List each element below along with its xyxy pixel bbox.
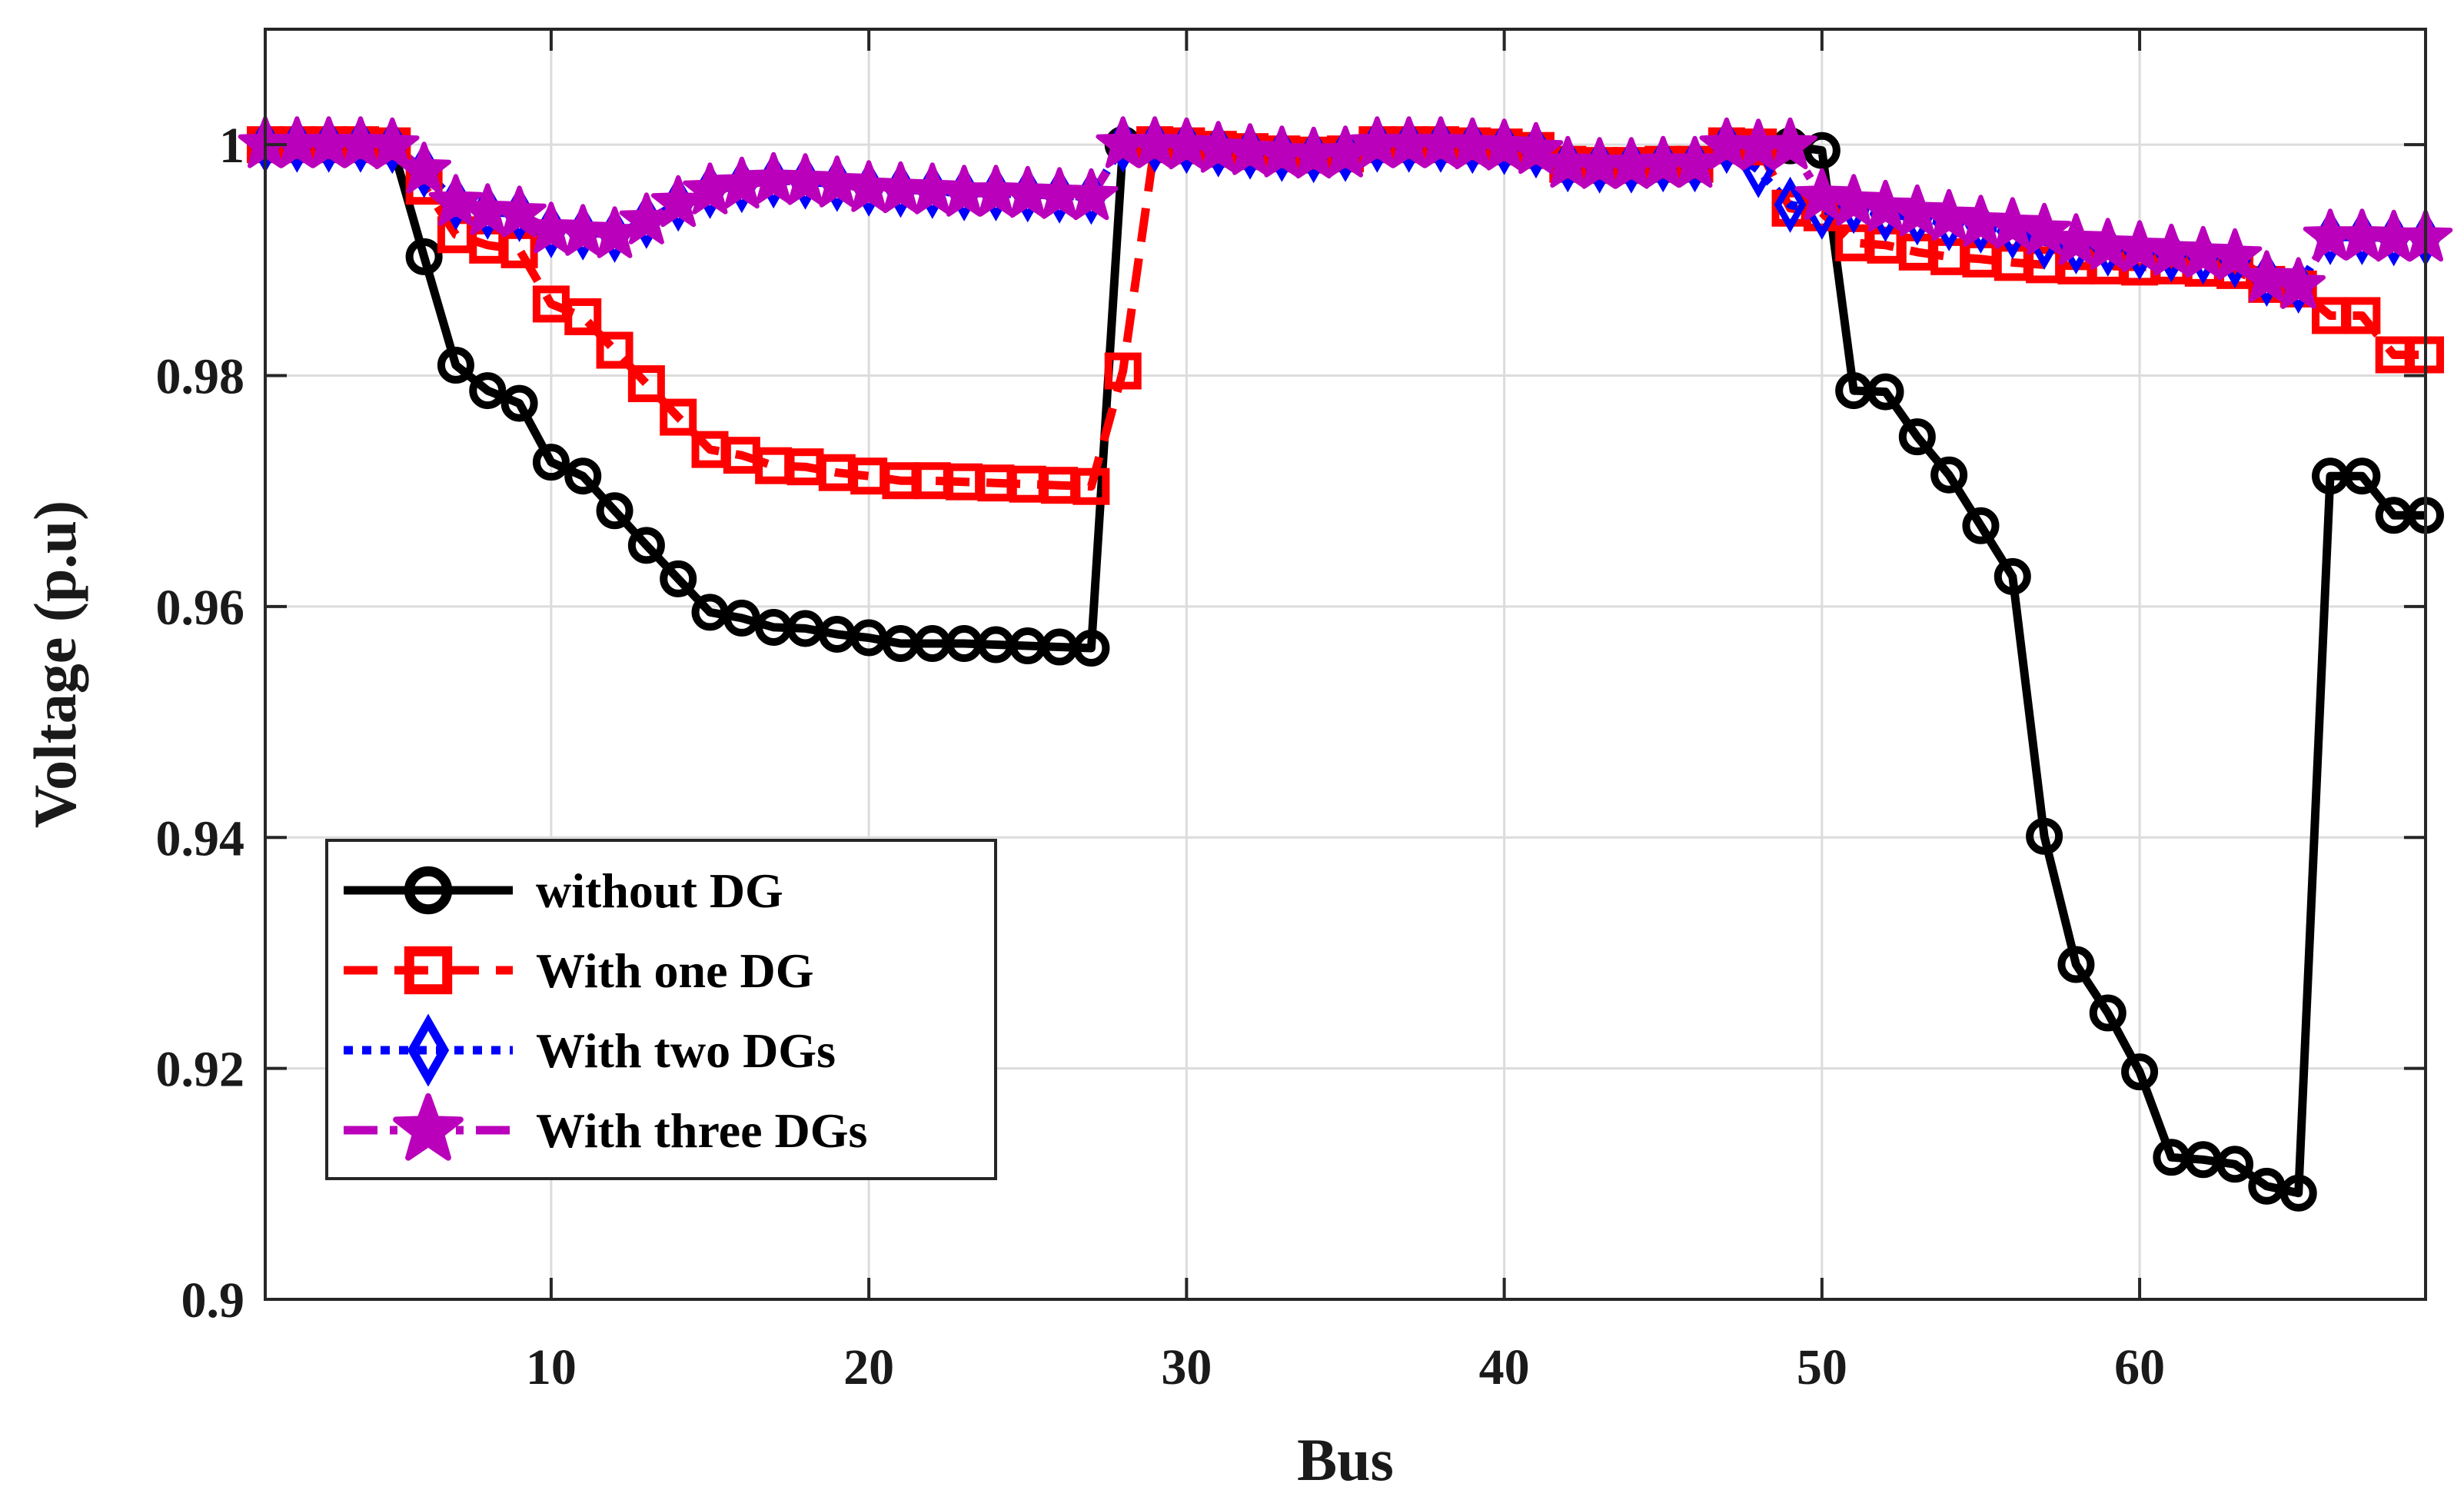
data-point: [397, 141, 451, 194]
data-point: [2343, 297, 2381, 334]
data-point: [1867, 373, 1904, 411]
y-tick-label: 0.96: [156, 580, 245, 636]
series-markers: [238, 116, 2453, 1212]
data-point: [564, 298, 602, 335]
data-point: [627, 527, 665, 564]
legend-marker: [404, 946, 453, 995]
data-point: [2279, 1174, 2317, 1212]
y-axis-title: Voltage (p.u): [22, 501, 88, 828]
data-point: [2121, 1053, 2159, 1091]
legend-item: without DG: [344, 863, 783, 918]
data-point: [437, 347, 474, 384]
legend-item: With two DGs: [344, 1013, 836, 1087]
data-point: [1962, 507, 2000, 544]
y-tick-label: 1: [219, 118, 244, 174]
data-point: [2248, 1167, 2286, 1205]
data-point: [500, 384, 538, 422]
legend-label: without DG: [536, 863, 783, 918]
data-point: [1803, 131, 1841, 169]
legend-item: With three DGs: [344, 1093, 867, 1161]
data-point: [810, 155, 865, 208]
legend-marker: [393, 1093, 464, 1161]
data-point: [1890, 184, 1945, 237]
data-point: [1072, 629, 1110, 667]
legend: without DG With one DG With two DGs With th…: [325, 839, 997, 1180]
data-point: [596, 331, 633, 369]
data-point: [1104, 352, 1142, 390]
data-point: [2049, 213, 2103, 265]
data-point: [1921, 188, 1977, 241]
data-point: [1993, 557, 2031, 595]
data-point: [405, 238, 443, 275]
y-tick-label: 0.9: [181, 1272, 245, 1329]
data-point: [2112, 220, 2167, 272]
x-tick-label: 20: [843, 1339, 894, 1395]
plot-frame: [264, 28, 2427, 1301]
data-point: [2057, 946, 2095, 983]
legend-label: With three DGs: [536, 1103, 867, 1158]
data-point: [2216, 1146, 2254, 1183]
x-tick-label: 60: [2114, 1339, 2165, 1395]
x-tick-label: 10: [526, 1339, 577, 1395]
data-point: [1763, 117, 1817, 170]
tick-labels: 10 20 30 40 50 60 0.9 0.92 0.94 0.96 0.98 1: [156, 118, 2166, 1395]
data-point: [627, 365, 665, 403]
data-point: [1072, 467, 1110, 505]
data-point: [1508, 121, 1564, 175]
axis-ticks: [265, 29, 2426, 1301]
data-point: [564, 457, 602, 495]
data-point: [365, 117, 420, 170]
data-point: [2343, 457, 2381, 495]
data-point: [1826, 174, 1881, 226]
legend-label: With one DG: [536, 943, 814, 998]
data-point: [660, 560, 697, 597]
series-markers-3: [238, 116, 2453, 309]
data-point: [469, 372, 507, 410]
data-point: [1858, 179, 1913, 232]
data-point: [2026, 817, 2063, 855]
data-point: [1477, 118, 1531, 171]
legend-item: With one DG: [344, 943, 814, 998]
data-point: [723, 599, 760, 637]
data-point: [532, 444, 570, 481]
data-point: [1930, 456, 1968, 494]
data-point: [1774, 176, 1807, 233]
data-point: [428, 174, 484, 226]
data-point: [1064, 168, 1119, 221]
data-point: [2271, 257, 2326, 309]
x-axis-title: Bus: [1297, 1426, 1394, 1493]
legend-marker: [404, 866, 453, 915]
data-point: [596, 492, 633, 530]
data-point: [660, 398, 697, 436]
data-point: [1985, 197, 2040, 249]
x-tick-label: 30: [1161, 1339, 1212, 1395]
legend-marker: [407, 1013, 450, 1087]
data-point: [1794, 168, 1850, 221]
y-tick-label: 0.98: [156, 349, 245, 405]
data-point: [2089, 994, 2126, 1032]
x-tick-label: 40: [1479, 1339, 1530, 1395]
data-point: [2207, 228, 2263, 281]
data-point: [492, 185, 547, 238]
data-point: [650, 175, 706, 228]
legend-label: With two DGs: [536, 1023, 836, 1078]
x-tick-label: 50: [1797, 1339, 1847, 1395]
data-point: [2017, 202, 2072, 255]
data-point: [1898, 418, 1936, 456]
data-point: [2240, 250, 2294, 302]
data-point: [1159, 117, 1214, 170]
y-tick-label: 0.94: [156, 810, 245, 866]
y-tick-label: 0.92: [156, 1042, 245, 1098]
